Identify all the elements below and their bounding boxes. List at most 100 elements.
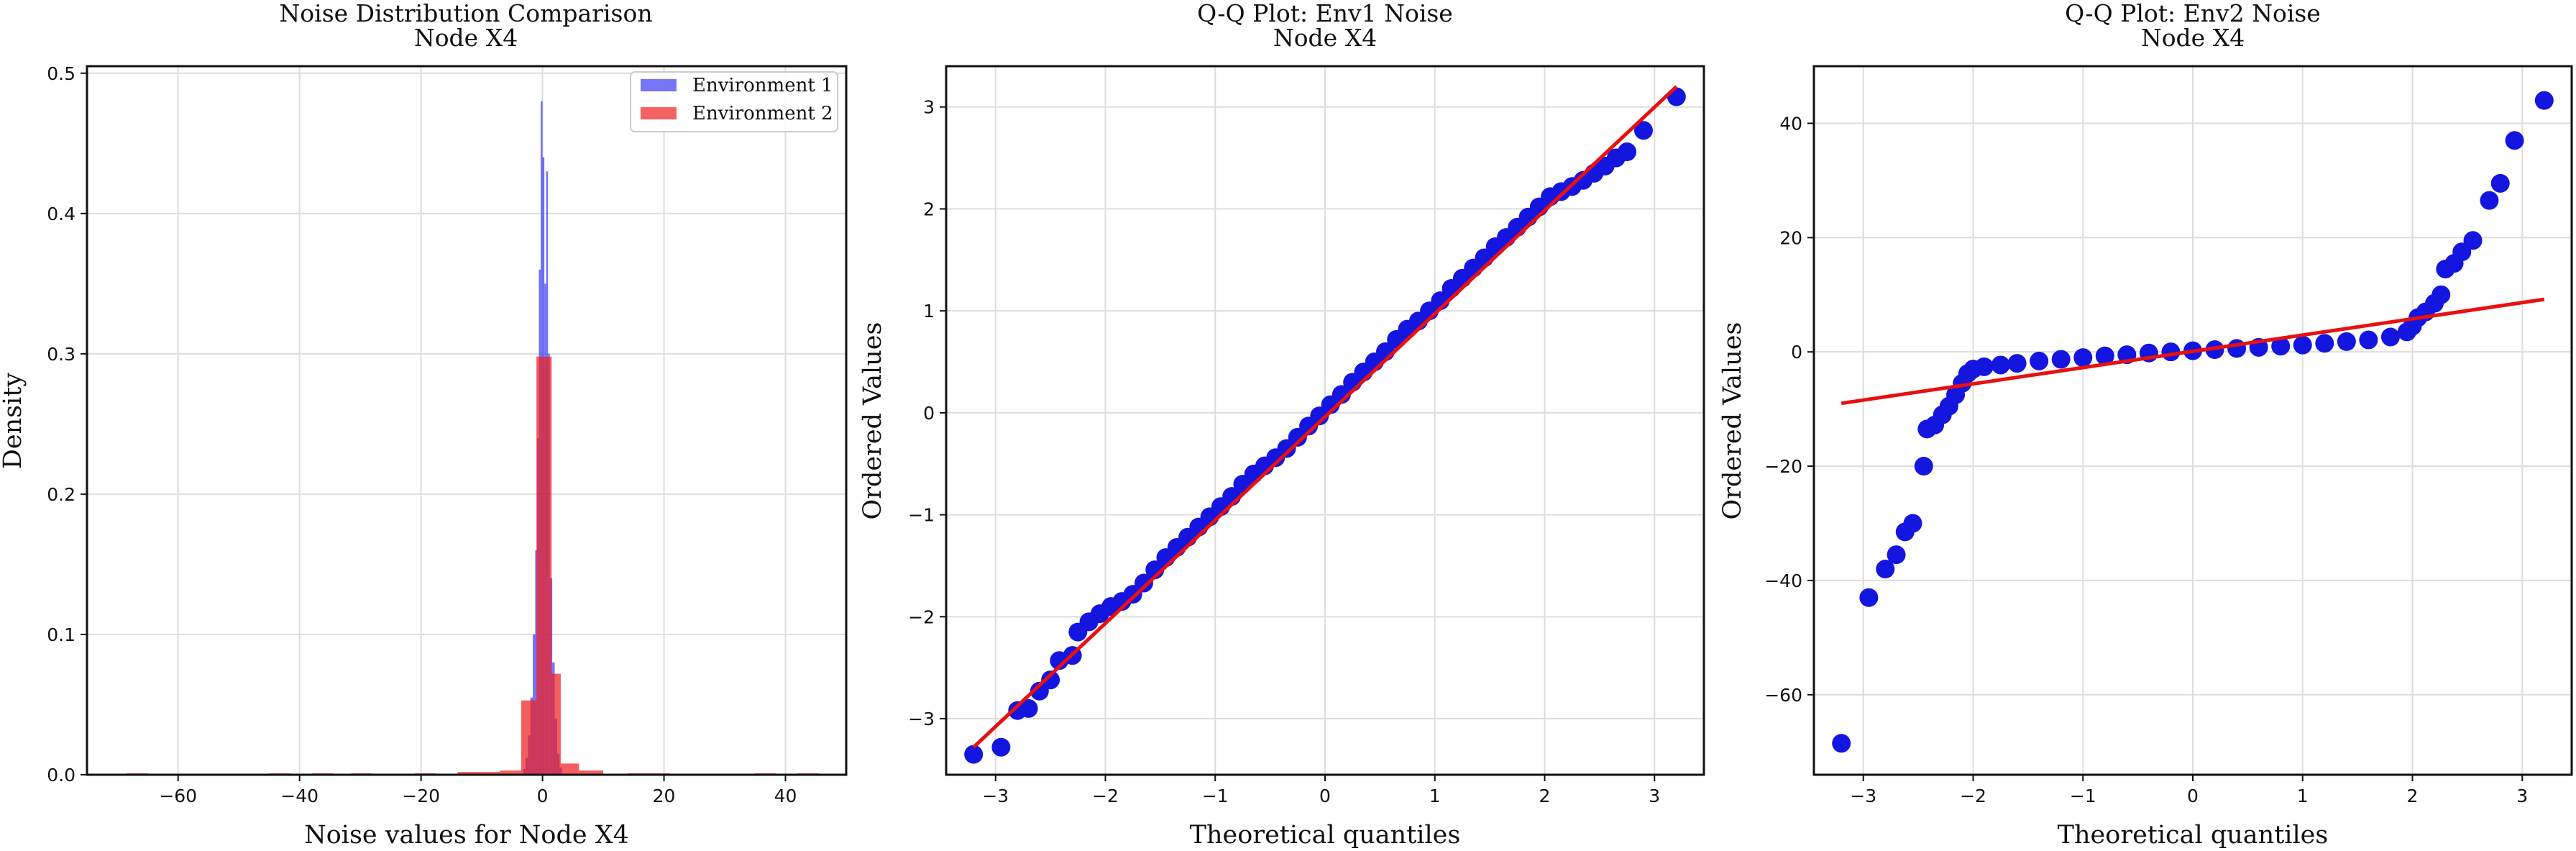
qq-point [2051, 350, 2071, 369]
grid [1814, 66, 2572, 775]
qq-point [2293, 335, 2312, 355]
y-axis-label: Ordered Values [858, 322, 887, 520]
x-ticks: −3 −2 −1 0 1 2 3 [982, 775, 1660, 806]
axes-frame [86, 65, 848, 776]
x-tick-label: 2 [2407, 786, 2419, 806]
qq-point [2095, 346, 2114, 365]
qq-fit-line [1841, 297, 2545, 406]
x-tick-label: −1 [2070, 786, 2096, 806]
chart-subtitle: Node X4 [2141, 24, 2245, 52]
qq-point [1974, 357, 1994, 376]
y-tick-label: −40 [1764, 570, 1802, 591]
y-tick-label: 20 [1779, 227, 1802, 248]
histogram-bar-env2 [500, 770, 522, 775]
y-tick-label: 0.5 [47, 63, 75, 84]
y-tick-label: 1 [923, 301, 935, 322]
grid [87, 66, 846, 775]
qq-point [1876, 560, 1895, 579]
histogram-bar-env2 [478, 772, 500, 775]
qq-point [2463, 231, 2483, 250]
x-tick-label: 0 [2187, 786, 2199, 806]
panel-histogram: Noise Distribution Comparison Node X4 −6… [0, 0, 848, 850]
x-tick-label: −3 [982, 786, 1009, 806]
qq-points [1832, 91, 2554, 753]
x-tick-label: 40 [774, 786, 797, 806]
histogram-bar-env1 [535, 550, 537, 775]
x-axis-label: Theoretical quantiles [2058, 821, 2329, 850]
x-axis-label: Noise values for Node X4 [304, 821, 629, 850]
x-tick-label: −20 [402, 786, 440, 806]
chart-title: Noise Distribution Comparison [279, 0, 652, 27]
qq-point [1019, 698, 1038, 718]
x-ticks: −60 −40 −20 0 20 40 [159, 775, 797, 806]
y-tick-label: −20 [1764, 456, 1802, 477]
qq-point [2315, 334, 2334, 353]
histogram-bar-env2 [536, 356, 552, 775]
chart-title: Q-Q Plot: Env1 Noise [1197, 0, 1453, 27]
y-tick-label: 0.3 [47, 344, 75, 365]
y-tick-label: 0 [923, 403, 935, 424]
panel-qq-env2: Q-Q Plot: Env2 Noise Node X4 −3 −2 −1 0 1 2 3 … [1718, 0, 2573, 850]
y-tick-label: 0.0 [47, 765, 75, 786]
x-tick-label: −2 [1960, 786, 1986, 806]
x-tick-label: 20 [653, 786, 676, 806]
x-tick-label: 0 [537, 786, 549, 806]
y-tick-label: 0.2 [47, 484, 75, 505]
qq-points [964, 85, 1686, 764]
qq-point [2490, 173, 2510, 193]
qq-point [1991, 355, 2010, 375]
y-tick-label: 40 [1779, 113, 1802, 134]
histogram-bar-env2 [457, 772, 479, 775]
x-tick-label: −40 [280, 786, 318, 806]
histogram-bars [126, 101, 819, 775]
qq-point [1041, 670, 1060, 690]
x-tick-label: 3 [1649, 786, 1660, 806]
x-axis-label: Theoretical quantiles [1190, 821, 1461, 850]
y-tick-label: 0 [1791, 342, 1802, 363]
qq-point [2534, 91, 2554, 110]
legend-swatch-env1 [641, 79, 677, 91]
x-tick-label: 2 [1539, 786, 1551, 806]
histogram-bar-env2 [560, 763, 579, 775]
qq-point [2007, 354, 2027, 373]
legend-label-env1: Environment 1 [692, 75, 833, 96]
legend-swatch-env2 [641, 107, 677, 119]
qq-point [1633, 121, 1653, 140]
qq-point [1618, 142, 1637, 162]
qq-point [1887, 545, 1906, 565]
x-tick-label: −2 [1092, 786, 1119, 806]
y-tick-label: −3 [908, 709, 935, 729]
chart-subtitle: Node X4 [1273, 24, 1377, 52]
y-tick-label: −1 [908, 505, 935, 526]
x-ticks: −3 −2 −1 0 1 2 3 [1850, 775, 2528, 806]
qq-point [1914, 457, 1933, 476]
qq-point [2359, 330, 2378, 350]
chart-title: Q-Q Plot: Env2 Noise [2065, 0, 2321, 27]
x-tick-label: −1 [1202, 786, 1229, 806]
qq-point [2073, 348, 2093, 368]
y-axis-label: Density [0, 373, 27, 470]
qq-fit-line [972, 85, 1678, 749]
y-tick-label: 0.1 [47, 624, 75, 645]
x-tick-label: −3 [1850, 786, 1876, 806]
legend-label-env2: Environment 2 [692, 103, 833, 124]
x-tick-label: 0 [1319, 786, 1331, 806]
y-tick-label: −60 [1764, 685, 1802, 706]
legend-frame [630, 71, 838, 132]
qq-point [991, 737, 1011, 757]
panel-qq-env1: Q-Q Plot: Env1 Noise Node X4 −3 −2 −1 0 1 2 3 … [858, 0, 1705, 850]
x-tick-label: 1 [2297, 786, 2309, 806]
qq-point [2505, 131, 2524, 150]
qq-point [1903, 514, 1922, 533]
y-ticks: −3 −2 −1 0 1 2 3 [908, 97, 946, 729]
qq-point [964, 745, 984, 764]
y-axis-label: Ordered Values [1718, 322, 1747, 520]
qq-point [2337, 332, 2356, 351]
x-tick-label: 1 [1429, 786, 1441, 806]
y-tick-label: 2 [923, 199, 935, 219]
y-ticks: 0.0 0.1 0.2 0.3 0.4 0.5 [47, 63, 87, 786]
qq-point [2030, 351, 2049, 370]
qq-point [1667, 87, 1686, 106]
qq-point [1832, 734, 1851, 753]
